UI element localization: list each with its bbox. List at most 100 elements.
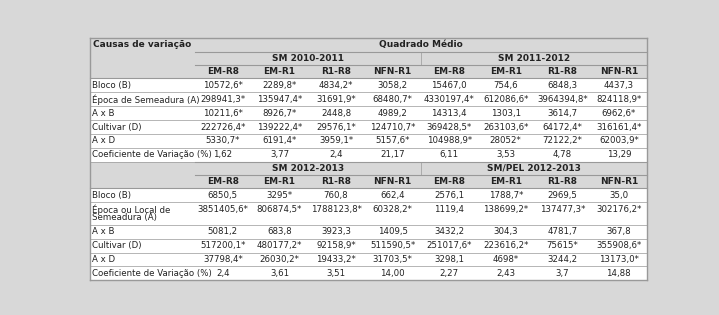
Text: 517200,1*: 517200,1* — [200, 241, 246, 250]
Text: 75615*: 75615* — [546, 241, 578, 250]
Bar — [90, 106, 647, 120]
Text: 302176,2*: 302176,2* — [596, 205, 641, 214]
Text: 5330,7*: 5330,7* — [206, 136, 240, 146]
Text: 3614,7: 3614,7 — [547, 109, 577, 117]
Bar — [90, 239, 647, 253]
Bar — [90, 225, 647, 239]
Text: 29576,1*: 29576,1* — [316, 123, 356, 132]
Bar — [90, 162, 647, 175]
Text: 4,78: 4,78 — [553, 150, 572, 159]
Text: 37798,4*: 37798,4* — [203, 255, 243, 264]
Text: 683,8: 683,8 — [267, 227, 292, 236]
Text: SM 2010-2011: SM 2010-2011 — [272, 54, 344, 63]
Text: Coeficiente de Variação (%): Coeficiente de Variação (%) — [92, 269, 212, 278]
Text: EM-R1: EM-R1 — [490, 177, 522, 186]
Text: 1788123,8*: 1788123,8* — [311, 205, 362, 214]
Text: 3959,1*: 3959,1* — [319, 136, 353, 146]
Text: 10211,6*: 10211,6* — [203, 109, 243, 117]
Bar — [90, 188, 647, 202]
Text: 3,61: 3,61 — [270, 269, 289, 278]
Text: Época de Semeadura (A): Época de Semeadura (A) — [92, 94, 200, 105]
Text: 3,7: 3,7 — [556, 269, 569, 278]
Text: Cultivar (D): Cultivar (D) — [92, 123, 142, 132]
Text: 13173,0*: 13173,0* — [599, 255, 638, 264]
Text: Bloco (B): Bloco (B) — [92, 81, 131, 90]
Text: 367,8: 367,8 — [607, 227, 631, 236]
Text: SM 2011-2012: SM 2011-2012 — [498, 54, 570, 63]
Bar — [90, 92, 647, 106]
Text: 13,29: 13,29 — [607, 150, 631, 159]
Text: EM-R1: EM-R1 — [263, 177, 296, 186]
Text: 3964394,8*: 3964394,8* — [537, 95, 587, 104]
Text: 31703,5*: 31703,5* — [372, 255, 413, 264]
Text: 4698*: 4698* — [493, 255, 519, 264]
Text: 28052*: 28052* — [490, 136, 521, 146]
Text: 26030,2*: 26030,2* — [260, 255, 299, 264]
Text: 15467,0: 15467,0 — [431, 81, 467, 90]
Text: 64172,4*: 64172,4* — [542, 123, 582, 132]
Bar — [195, 65, 647, 78]
Text: 4330197,4*: 4330197,4* — [423, 95, 475, 104]
Text: 3851405,6*: 3851405,6* — [198, 205, 248, 214]
Bar — [90, 202, 647, 225]
Text: 222726,4*: 222726,4* — [200, 123, 246, 132]
Text: 138699,2*: 138699,2* — [483, 205, 528, 214]
Text: 298941,3*: 298941,3* — [201, 95, 245, 104]
Text: 8926,7*: 8926,7* — [262, 109, 297, 117]
Text: 3298,1: 3298,1 — [434, 255, 464, 264]
Bar — [90, 134, 647, 148]
Text: EM-R1: EM-R1 — [263, 67, 296, 76]
Text: 1119,4: 1119,4 — [434, 205, 464, 214]
Text: 355908,6*: 355908,6* — [596, 241, 641, 250]
Text: A x D: A x D — [92, 136, 115, 146]
Text: 6,11: 6,11 — [439, 150, 459, 159]
Text: NFN-R1: NFN-R1 — [373, 177, 412, 186]
Text: Coeficiente de Variação (%): Coeficiente de Variação (%) — [92, 150, 212, 159]
Text: 5157,6*: 5157,6* — [375, 136, 410, 146]
Text: 21,17: 21,17 — [380, 150, 405, 159]
Text: 2,27: 2,27 — [439, 269, 459, 278]
Text: 3058,2: 3058,2 — [377, 81, 408, 90]
Text: 6850,5: 6850,5 — [208, 191, 238, 200]
Text: 480177,2*: 480177,2* — [257, 241, 302, 250]
Bar — [90, 253, 647, 266]
Bar — [90, 266, 647, 280]
Text: 754,6: 754,6 — [493, 81, 518, 90]
Text: SM/PEL 2012-2013: SM/PEL 2012-2013 — [487, 164, 581, 173]
Text: 14,88: 14,88 — [607, 269, 631, 278]
Text: 511590,5*: 511590,5* — [370, 241, 415, 250]
Text: 2576,1: 2576,1 — [434, 191, 464, 200]
Bar — [90, 148, 647, 162]
Text: Bloco (B): Bloco (B) — [92, 191, 131, 200]
Text: 2,4: 2,4 — [329, 150, 343, 159]
Text: 6191,4*: 6191,4* — [262, 136, 297, 146]
Text: 104988,9*: 104988,9* — [426, 136, 472, 146]
Text: 3,53: 3,53 — [496, 150, 516, 159]
Text: 662,4: 662,4 — [380, 191, 405, 200]
Text: 68480,7*: 68480,7* — [372, 95, 413, 104]
Text: A x B: A x B — [92, 227, 114, 236]
Text: R1-R8: R1-R8 — [547, 177, 577, 186]
Text: 1788,7*: 1788,7* — [488, 191, 523, 200]
Text: 304,3: 304,3 — [493, 227, 518, 236]
Text: EM-R8: EM-R8 — [207, 67, 239, 76]
Text: 223616,2*: 223616,2* — [483, 241, 528, 250]
Text: 251017,6*: 251017,6* — [426, 241, 472, 250]
Text: 6962,6*: 6962,6* — [602, 109, 636, 117]
Text: Causas de variação: Causas de variação — [93, 40, 191, 49]
Bar — [195, 52, 647, 65]
Text: 263103,6*: 263103,6* — [483, 123, 528, 132]
Text: EM-R8: EM-R8 — [433, 177, 465, 186]
Text: 612086,6*: 612086,6* — [483, 95, 528, 104]
Text: 31691,9*: 31691,9* — [316, 95, 356, 104]
Text: 760,8: 760,8 — [324, 191, 348, 200]
Text: 5081,2: 5081,2 — [208, 227, 238, 236]
Text: 35,0: 35,0 — [609, 191, 628, 200]
Text: EM-R8: EM-R8 — [433, 67, 465, 76]
Text: 1303,1: 1303,1 — [490, 109, 521, 117]
Text: 3,51: 3,51 — [326, 269, 346, 278]
Text: A x D: A x D — [92, 255, 115, 264]
Text: 3,77: 3,77 — [270, 150, 289, 159]
Text: SM 2012-2013: SM 2012-2013 — [272, 164, 344, 173]
Text: 2,4: 2,4 — [216, 269, 230, 278]
